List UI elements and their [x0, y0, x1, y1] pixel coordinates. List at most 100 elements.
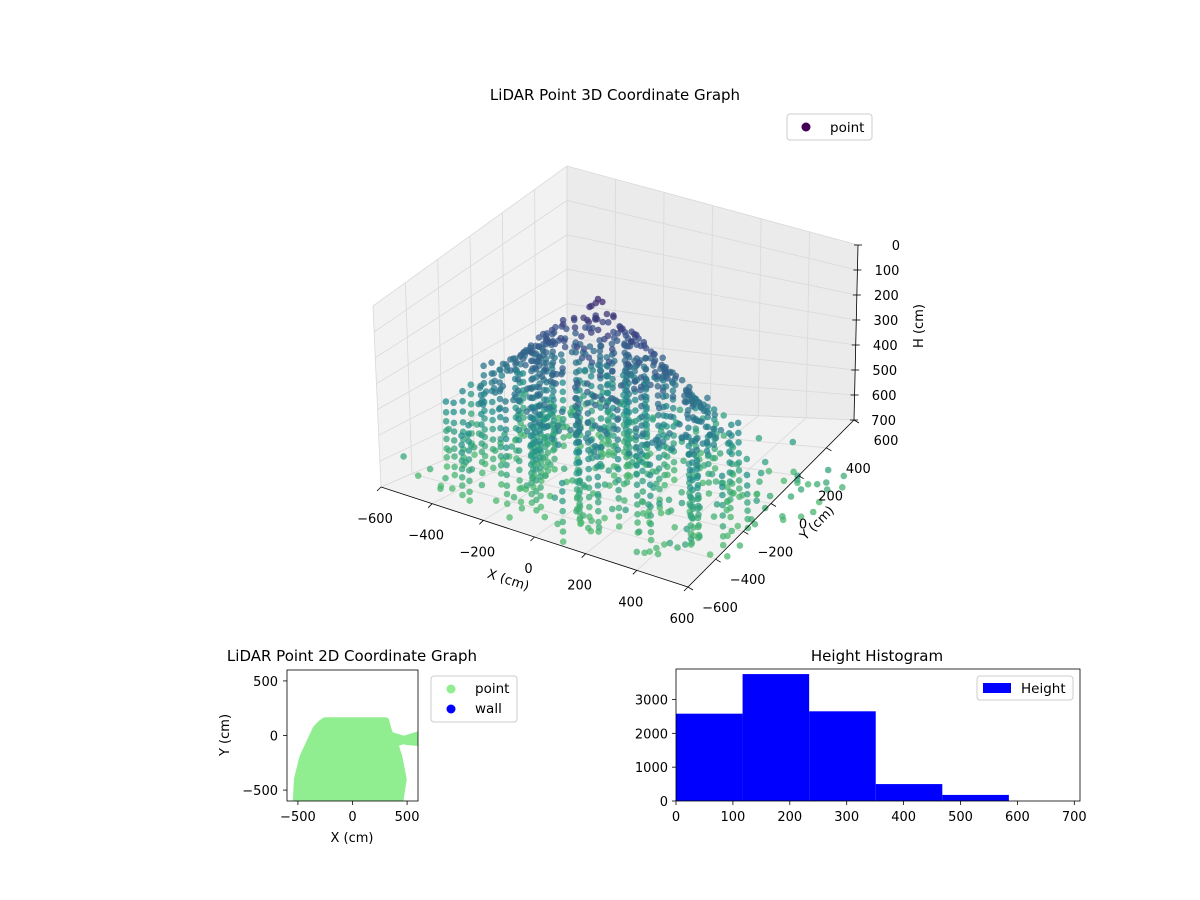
point-3d: [656, 500, 663, 507]
point-3d: [516, 485, 523, 493]
point-3d: [634, 501, 641, 508]
z-ticks-3d: 0 100 200 300 400 500 600 700: [850, 239, 900, 429]
point-3d: [639, 477, 646, 485]
point-3d: [711, 411, 719, 419]
point-3d: [720, 412, 727, 419]
point-3d: [528, 376, 535, 383]
point-3d: [712, 478, 720, 485]
point-3d: [458, 465, 466, 473]
point-3d: [572, 349, 580, 356]
point-3d: [442, 409, 450, 416]
point-3d: [466, 477, 473, 485]
point-3d: [639, 488, 647, 495]
point-3d: [502, 435, 510, 443]
point-3d: [734, 522, 742, 530]
point-3d: [508, 443, 516, 450]
point-3d: [632, 407, 639, 414]
point-3d: [638, 394, 645, 401]
point-3d: [609, 367, 616, 375]
point-3d: [551, 445, 558, 453]
point-3d: [527, 413, 534, 421]
point-3d: [703, 447, 711, 455]
point-3d: [585, 446, 592, 454]
point-3d: [736, 493, 743, 501]
point-3d: [727, 504, 734, 512]
point-3d: [787, 493, 795, 500]
point-3d: [695, 511, 702, 519]
point-3d: [660, 451, 668, 459]
point-3d: [466, 488, 473, 496]
point-3d: [717, 426, 725, 434]
point-3d: [622, 352, 630, 359]
point-3d: [576, 490, 583, 497]
point-3d: [635, 528, 643, 535]
point-3d: [684, 411, 691, 418]
point-3d: [724, 483, 731, 491]
point-3d: [633, 462, 640, 469]
point-3d: [590, 393, 597, 400]
point-3d: [459, 491, 466, 499]
point-3d: [624, 419, 631, 426]
y-tick-label-3d: 600: [874, 434, 899, 449]
point-3d: [623, 408, 631, 415]
point-3d: [528, 469, 535, 477]
point-3d: [647, 348, 655, 356]
point-3d: [497, 443, 505, 451]
point-3d: [541, 513, 549, 521]
point-3d: [694, 491, 702, 499]
point-3d: [661, 481, 668, 489]
legend-3d-marker: [801, 122, 811, 132]
point-3d: [735, 467, 743, 474]
point-3d: [559, 518, 567, 526]
point-3d: [503, 453, 510, 460]
point-3d: [585, 465, 592, 473]
point-3d: [584, 380, 591, 387]
point-3d: [621, 497, 628, 504]
point-3d: [610, 442, 617, 450]
point-3d: [478, 421, 485, 428]
point-3d: [654, 392, 662, 399]
point-3d: [765, 467, 773, 475]
point-3d: [515, 426, 523, 434]
point-3d: [535, 334, 543, 341]
point-3d: [661, 541, 668, 548]
point-3d: [497, 470, 505, 477]
point-3d: [633, 548, 641, 556]
point-3d: [459, 419, 467, 426]
point-3d: [697, 402, 704, 410]
point-3d: [451, 471, 459, 479]
legend-hist-swatch: [983, 683, 1011, 693]
point-3d: [660, 393, 667, 401]
point-3d: [481, 426, 489, 433]
point-3d: [656, 485, 663, 493]
x-tick-label-hist: 200: [777, 810, 802, 825]
point-3d: [586, 343, 594, 350]
point-3d: [547, 461, 554, 469]
point-3d: [668, 445, 676, 452]
point-3d: [779, 513, 786, 520]
point-3d: [650, 359, 658, 366]
point-3d: [705, 490, 713, 497]
point-3d: [661, 369, 669, 376]
point-3d: [489, 445, 497, 453]
point-3d: [761, 458, 769, 466]
point-3d: [638, 441, 646, 449]
point-3d: [688, 448, 696, 455]
histogram-bar: [809, 711, 876, 801]
point-3d: [481, 415, 488, 422]
point-3d: [615, 513, 623, 520]
point-3d: [548, 326, 556, 334]
point-3d: [597, 383, 604, 391]
point-3d: [605, 358, 613, 366]
point-3d: [510, 396, 517, 404]
point-3d: [647, 492, 654, 500]
point-3d: [479, 401, 487, 409]
point-3d: [639, 430, 647, 438]
plot2d: LiDAR Point 2D Coordinate Graph −500 0 500…: [218, 647, 518, 846]
point-3d: [512, 360, 519, 368]
y-tick-label-3d: 400: [846, 462, 871, 477]
point-3d: [596, 372, 604, 379]
point-3d: [555, 427, 563, 435]
point-3d: [559, 365, 566, 372]
